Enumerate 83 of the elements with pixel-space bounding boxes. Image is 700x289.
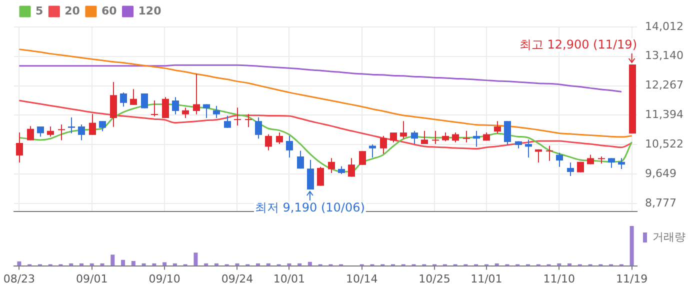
x-tick-label: 09/24: [221, 272, 254, 286]
candlestick: [276, 132, 283, 145]
candlestick: [99, 120, 106, 132]
candlestick: [182, 107, 189, 119]
candlestick: [162, 96, 169, 119]
candlestick: [213, 105, 220, 119]
y-tick-label: 8,777: [645, 196, 676, 210]
candlestick: [390, 132, 397, 143]
candlestick: [535, 148, 542, 164]
x-tick-label: 11/10: [543, 272, 575, 286]
candlestick: [193, 73, 200, 115]
x-tick-label: 11/19: [616, 272, 648, 286]
candlestick: [130, 88, 137, 106]
line-series: [18, 48, 633, 138]
candlestick: [151, 100, 158, 117]
candlestick: [567, 162, 574, 177]
bar: [162, 262, 167, 266]
y-tick-label: 9,649: [645, 166, 676, 180]
x-tick-label: 08/23: [3, 272, 36, 286]
candlestick: [359, 150, 366, 166]
legend-label: 5: [36, 4, 44, 18]
candlestick: [141, 92, 148, 109]
candlestick: [411, 130, 418, 145]
y-tick-label: 13,140: [645, 49, 684, 62]
bar: [17, 261, 22, 266]
candlestick: [400, 120, 407, 140]
candlestick: [618, 158, 625, 170]
candlestick: [47, 126, 54, 138]
x-tick-label: 11/01: [470, 272, 502, 286]
candlestick: [463, 130, 470, 143]
candlestick: [432, 130, 439, 145]
candlestick: [525, 139, 532, 158]
candlestick: [504, 120, 511, 146]
legend-label: 120: [138, 4, 162, 18]
candlestick: [16, 132, 23, 164]
bar: [194, 252, 198, 266]
candlestick: [297, 150, 304, 170]
candlestick: [546, 145, 553, 162]
candlestick: [110, 81, 117, 128]
candlestick: [224, 115, 231, 128]
candlestick: [245, 114, 252, 128]
candlestick: [255, 116, 262, 140]
legend-label: 거래량: [652, 230, 686, 244]
candlestick: [452, 132, 459, 143]
candlestick: [380, 135, 387, 154]
legend-label: 20: [64, 4, 80, 18]
candlestick: [78, 124, 85, 141]
x-tick-label: 10/14: [346, 272, 378, 286]
annotation: 최고 12,900 (11/19): [519, 38, 637, 52]
candlestick: [328, 158, 335, 174]
candlestick: [27, 126, 34, 141]
candlestick: [286, 135, 293, 158]
candlestick: [421, 130, 428, 145]
candlestick: [494, 120, 501, 134]
y-tick-label: 11,394: [645, 108, 684, 122]
candlestick: [68, 116, 75, 134]
candlestick: [556, 152, 563, 168]
candlestick: [473, 130, 480, 148]
candlestick: [234, 107, 241, 126]
candlestick: [348, 158, 355, 178]
y-tick-label: 10,522: [645, 137, 684, 150]
candlestick: [265, 134, 272, 151]
bar: [630, 226, 634, 266]
annotation: 최저 9,190 (10/06): [254, 200, 365, 215]
candlestick: [58, 124, 65, 141]
legend-label: 60: [101, 4, 118, 18]
candlestick: [317, 166, 324, 186]
candlestick: [120, 92, 127, 108]
candlestick: [89, 114, 96, 136]
x-tick-label: 09/10: [148, 272, 180, 286]
line-series: [18, 64, 622, 93]
bar: [121, 260, 126, 266]
bar: [110, 254, 115, 266]
candlestick: [608, 158, 615, 168]
x-tick-label: 09/01: [76, 272, 108, 286]
x-tick-label: 10/25: [418, 272, 450, 286]
bar: [131, 261, 136, 266]
x-tick-label: 10/01: [273, 272, 306, 286]
y-tick-label: 14,012: [645, 20, 684, 33]
candlestick: [203, 104, 210, 119]
y-tick-label: 12,267: [645, 78, 684, 92]
candlestick: [369, 144, 376, 158]
candlestick: [172, 96, 179, 115]
